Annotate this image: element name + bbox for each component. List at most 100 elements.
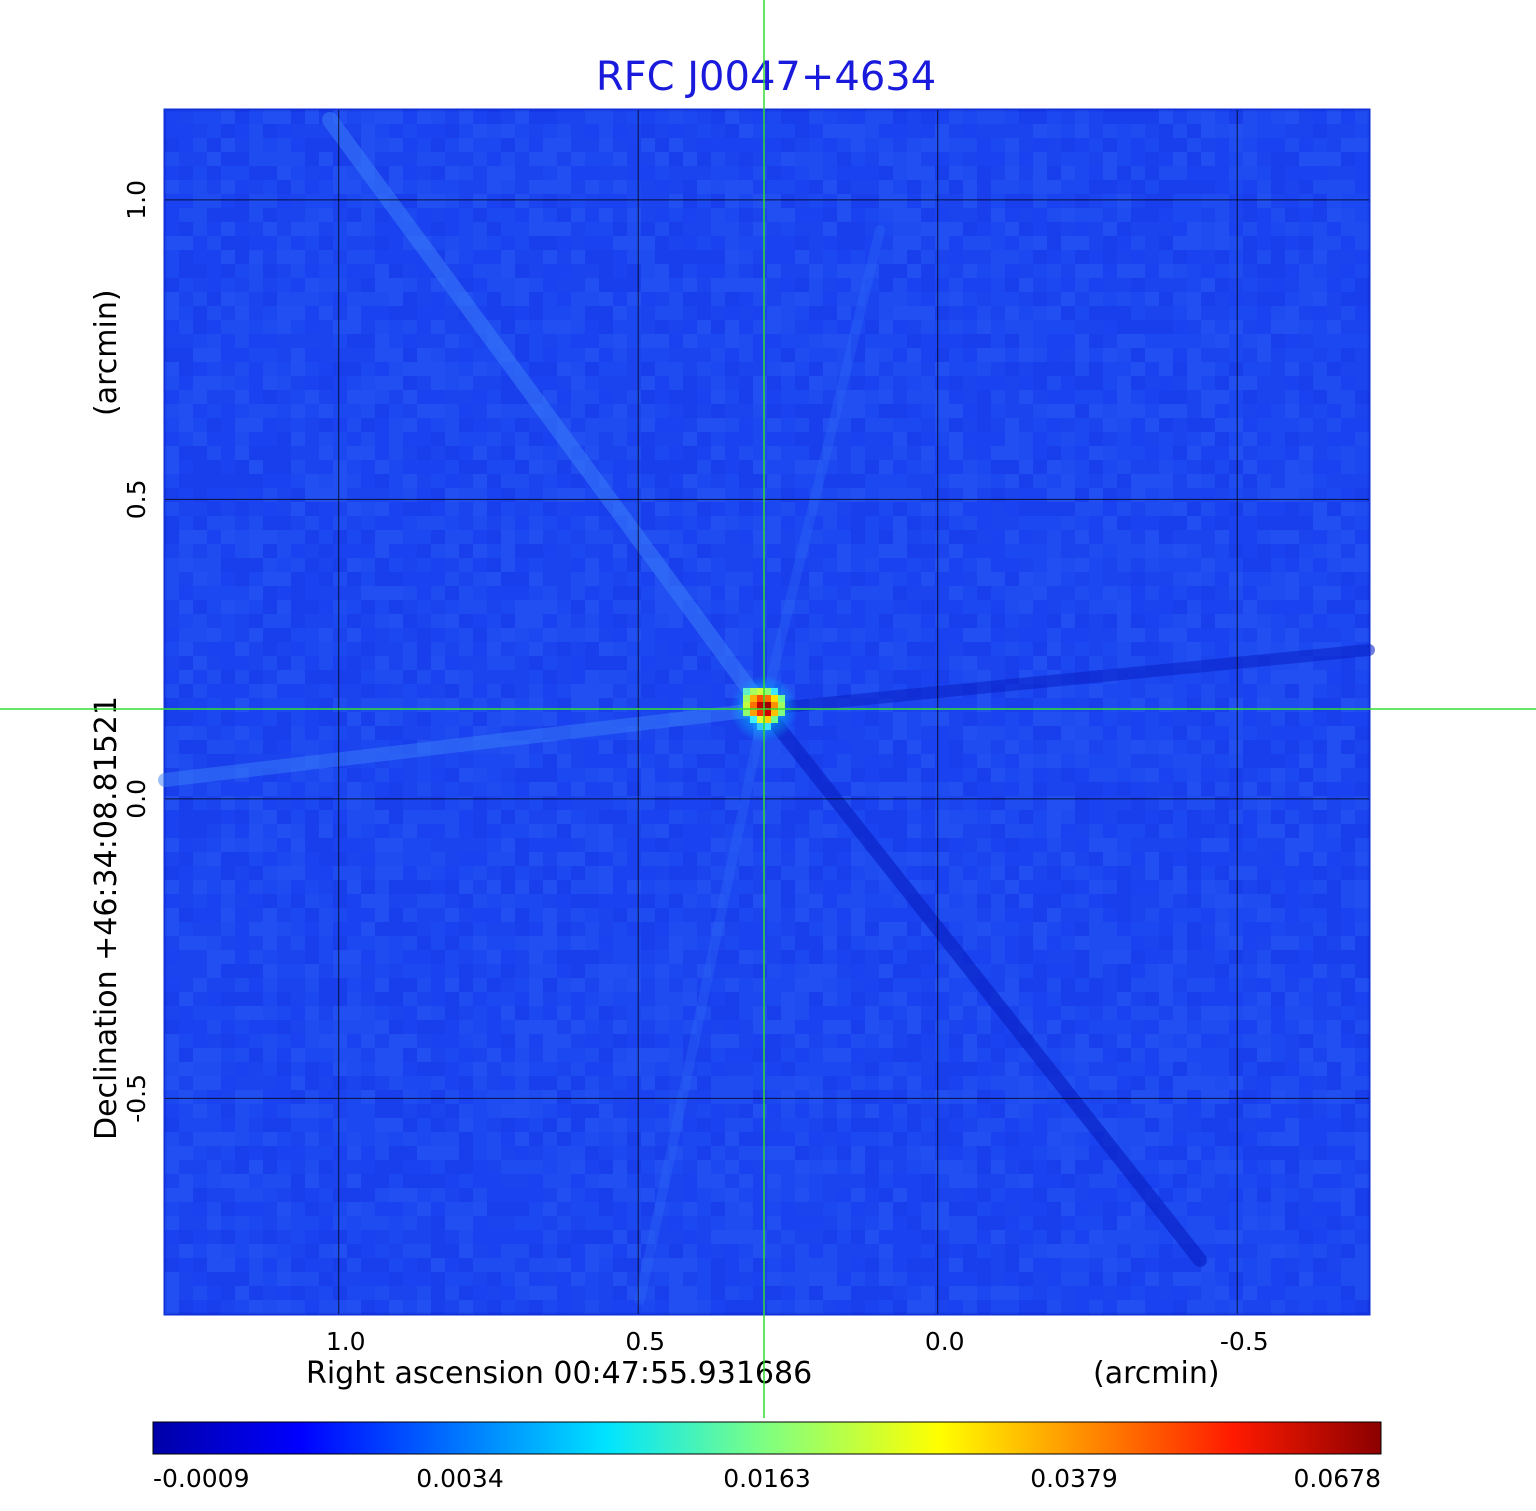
noise-pixel — [1103, 558, 1117, 572]
noise-pixel — [1271, 208, 1285, 222]
noise-pixel — [179, 726, 193, 740]
noise-pixel — [641, 306, 655, 320]
noise-pixel — [277, 152, 291, 166]
noise-pixel — [263, 614, 277, 628]
noise-pixel — [655, 516, 669, 530]
noise-pixel — [1117, 698, 1131, 712]
noise-pixel — [935, 460, 949, 474]
noise-pixel — [557, 880, 571, 894]
noise-pixel — [179, 922, 193, 936]
noise-pixel — [599, 138, 613, 152]
noise-pixel — [403, 852, 417, 866]
noise-pixel — [739, 446, 753, 460]
noise-pixel — [165, 292, 179, 306]
noise-pixel — [585, 404, 599, 418]
noise-pixel — [641, 474, 655, 488]
noise-pixel — [1103, 418, 1117, 432]
noise-pixel — [1033, 866, 1047, 880]
noise-pixel — [683, 628, 697, 642]
noise-pixel — [1243, 390, 1257, 404]
noise-pixel — [585, 782, 599, 796]
noise-pixel — [1285, 432, 1299, 446]
noise-pixel — [431, 768, 445, 782]
noise-pixel — [599, 670, 613, 684]
noise-pixel — [991, 894, 1005, 908]
noise-pixel — [347, 768, 361, 782]
noise-pixel — [515, 124, 529, 138]
noise-pixel — [207, 180, 221, 194]
noise-pixel — [291, 502, 305, 516]
noise-pixel — [1285, 166, 1299, 180]
noise-pixel — [487, 404, 501, 418]
noise-pixel — [851, 614, 865, 628]
noise-pixel — [1075, 558, 1089, 572]
noise-pixel — [683, 208, 697, 222]
noise-pixel — [641, 264, 655, 278]
noise-pixel — [585, 838, 599, 852]
noise-pixel — [1271, 124, 1285, 138]
noise-pixel — [1355, 222, 1369, 236]
noise-pixel — [1061, 376, 1075, 390]
noise-pixel — [1187, 250, 1201, 264]
noise-pixel — [1355, 124, 1369, 138]
noise-pixel — [1089, 376, 1103, 390]
noise-pixel — [529, 754, 543, 768]
noise-pixel — [991, 362, 1005, 376]
noise-pixel — [515, 306, 529, 320]
noise-pixel — [1145, 824, 1159, 838]
noise-pixel — [1355, 264, 1369, 278]
noise-pixel — [655, 264, 669, 278]
noise-pixel — [627, 418, 641, 432]
noise-pixel — [557, 754, 571, 768]
noise-pixel — [1131, 418, 1145, 432]
noise-pixel — [263, 208, 277, 222]
noise-pixel — [221, 754, 235, 768]
noise-pixel — [459, 334, 473, 348]
noise-pixel — [459, 558, 473, 572]
noise-pixel — [1271, 292, 1285, 306]
noise-pixel — [851, 712, 865, 726]
noise-pixel — [1159, 880, 1173, 894]
noise-pixel — [921, 474, 935, 488]
noise-pixel — [991, 208, 1005, 222]
noise-pixel — [697, 264, 711, 278]
noise-pixel — [1215, 166, 1229, 180]
noise-pixel — [809, 460, 823, 474]
noise-pixel — [753, 894, 767, 908]
noise-pixel — [305, 362, 319, 376]
noise-pixel — [333, 208, 347, 222]
noise-pixel — [837, 474, 851, 488]
noise-pixel — [557, 740, 571, 754]
noise-pixel — [739, 614, 753, 628]
noise-pixel — [823, 110, 837, 124]
noise-pixel — [935, 222, 949, 236]
noise-pixel — [585, 796, 599, 810]
noise-pixel — [319, 278, 333, 292]
noise-pixel — [781, 166, 795, 180]
noise-pixel — [1019, 418, 1033, 432]
noise-pixel — [1131, 530, 1145, 544]
noise-pixel — [529, 124, 543, 138]
noise-pixel — [1243, 460, 1257, 474]
noise-pixel — [1033, 110, 1047, 124]
noise-pixel — [529, 684, 543, 698]
noise-pixel — [347, 782, 361, 796]
noise-pixel — [291, 656, 305, 670]
noise-pixel — [207, 810, 221, 824]
noise-pixel — [1341, 684, 1355, 698]
noise-pixel — [1145, 880, 1159, 894]
noise-pixel — [585, 278, 599, 292]
noise-pixel — [263, 110, 277, 124]
noise-pixel — [795, 418, 809, 432]
noise-pixel — [935, 404, 949, 418]
noise-pixel — [837, 166, 851, 180]
noise-pixel — [305, 488, 319, 502]
noise-pixel — [1285, 880, 1299, 894]
noise-pixel — [319, 138, 333, 152]
noise-pixel — [823, 488, 837, 502]
noise-pixel — [1061, 152, 1075, 166]
noise-pixel — [403, 376, 417, 390]
noise-pixel — [1201, 474, 1215, 488]
noise-pixel — [641, 754, 655, 768]
noise-pixel — [459, 418, 473, 432]
